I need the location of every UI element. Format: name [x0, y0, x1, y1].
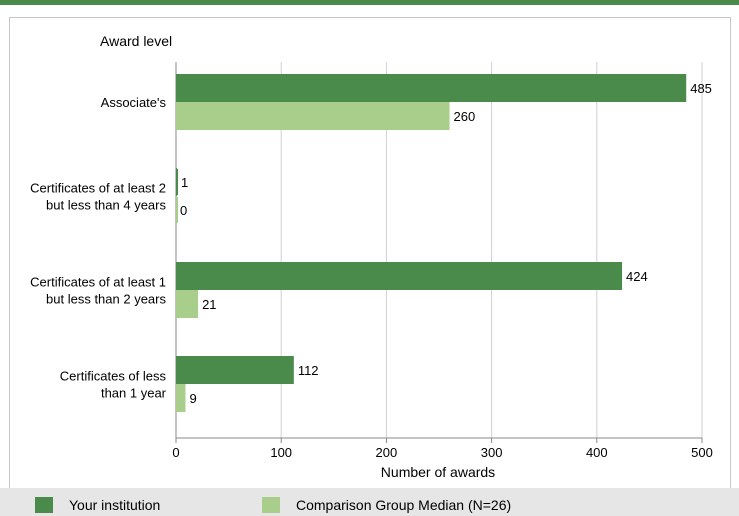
x-tick-label: 300: [481, 445, 503, 460]
bar-chart: 485 260 1 0 424 21 112 9 Associate's Certificate…: [30, 33, 713, 480]
legend-label-comparison: Comparison Group Median (N=26): [296, 497, 512, 513]
category-label: but less than 2 years: [46, 292, 166, 307]
category-label: Certificates of at least 2: [30, 181, 166, 196]
bar-comparison: [176, 102, 450, 130]
bar-stub: [176, 197, 178, 223]
x-tick-label: 500: [691, 445, 713, 460]
legend-swatch-institution: [35, 497, 53, 513]
data-label: 0: [180, 203, 187, 218]
x-axis-title: Number of awards: [381, 464, 495, 480]
data-label: 1: [181, 175, 188, 190]
legend-item-institution: Your institution: [35, 496, 160, 514]
category-label: Certificates of less: [60, 369, 167, 384]
data-label: 260: [454, 109, 476, 124]
category-labels: Associate's Certificates of at least 2 but…: [30, 95, 167, 401]
data-label: 9: [189, 391, 196, 406]
x-tick-label: 200: [376, 445, 398, 460]
legend-swatch-comparison: [262, 497, 280, 513]
bar-institution: [176, 356, 294, 384]
bar-institution: [176, 74, 687, 102]
category-label: but less than 4 years: [46, 198, 166, 213]
x-tick-label: 400: [586, 445, 608, 460]
bar-institution: [176, 262, 623, 290]
data-label: 485: [690, 81, 712, 96]
x-tick-labels: 0 100 200 300 400 500: [172, 445, 712, 460]
x-tick-label: 0: [172, 445, 179, 460]
category-label: Associate's: [101, 95, 167, 110]
legend-item-comparison: Comparison Group Median (N=26): [262, 496, 511, 514]
y-axis-title: Award level: [100, 33, 172, 49]
bar-comparison: [176, 384, 186, 412]
category-label: Certificates of at least 1: [30, 275, 166, 290]
x-tick-label: 100: [270, 445, 292, 460]
bar-stub: [176, 169, 178, 195]
data-label: 21: [202, 297, 216, 312]
data-label: 112: [298, 363, 319, 378]
data-labels: 485 260 1 0 424 21 112 9: [180, 81, 712, 406]
legend: Your institution Comparison Group Median…: [0, 488, 739, 516]
bars: [176, 74, 687, 412]
top-accent-rule: [0, 0, 739, 5]
bar-comparison: [176, 290, 199, 318]
data-label: 424: [626, 269, 648, 284]
category-label: than 1 year: [101, 386, 167, 401]
legend-label-institution: Your institution: [69, 497, 161, 513]
